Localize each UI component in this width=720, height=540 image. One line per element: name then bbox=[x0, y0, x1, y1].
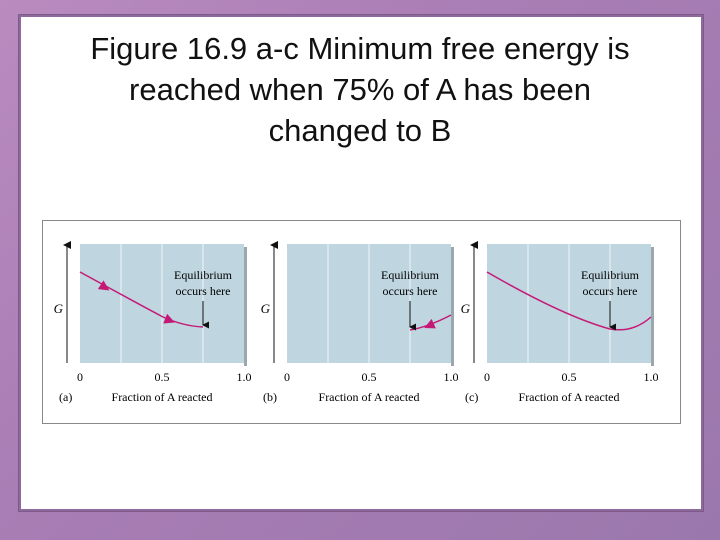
title-line-2: reached when 75% of A has been bbox=[129, 72, 591, 107]
panel-b-tick-label: 0.5 bbox=[362, 370, 377, 384]
panel-a-x-label: Fraction of A reacted bbox=[112, 390, 213, 404]
panel-c-y-label: G bbox=[461, 301, 471, 316]
panel-a: G Equilibrium occurs here 0 0.5 1.0 (a) … bbox=[54, 241, 252, 404]
panel-b-annotation-line-2: occurs here bbox=[383, 284, 438, 298]
panel-b-curve-arrow bbox=[424, 318, 436, 329]
panel-c-x-label: Fraction of A reacted bbox=[519, 390, 620, 404]
panel-a-curve-arrow bbox=[97, 280, 110, 291]
panel-b-letter: (b) bbox=[263, 390, 277, 404]
panel-c-letter: (c) bbox=[465, 390, 478, 404]
slide-title: Figure 16.9 a-c Minimum free energy is r… bbox=[0, 28, 720, 151]
panel-c-tick-label: 0.5 bbox=[562, 370, 577, 384]
panel-b: G Equilibrium occurs here 0 0.5 1.0 (b) … bbox=[261, 241, 459, 404]
panel-a-y-label: G bbox=[54, 301, 64, 316]
panel-c: G Equilibrium occurs here 0 0.5 1.0 (c) … bbox=[461, 241, 659, 404]
panel-b-y-label: G bbox=[261, 301, 271, 316]
panel-a-annotation-line-1: Equilibrium bbox=[174, 268, 233, 282]
panel-c-curve bbox=[486, 271, 652, 331]
panel-b-shadow bbox=[451, 247, 454, 366]
title-line-3: changed to B bbox=[268, 113, 452, 148]
panel-c-annotation-line-1: Equilibrium bbox=[581, 268, 640, 282]
panel-b-x-label: Fraction of A reacted bbox=[319, 390, 420, 404]
panel-b-annotation-line-1: Equilibrium bbox=[381, 268, 440, 282]
panel-a-tick-label: 0.5 bbox=[155, 370, 170, 384]
panel-c-annotation-line-2: occurs here bbox=[583, 284, 638, 298]
panel-a-letter: (a) bbox=[59, 390, 72, 404]
panel-c-tick-label: 1.0 bbox=[644, 370, 659, 384]
panel-b-tick-label: 1.0 bbox=[444, 370, 459, 384]
panel-b-tick-label: 0 bbox=[284, 370, 290, 384]
panel-c-shadow bbox=[651, 247, 654, 366]
panel-c-tick-label: 0 bbox=[484, 370, 490, 384]
figure-svg: G Equilibrium occurs here 0 0.5 1.0 (a) … bbox=[54, 241, 659, 404]
panel-a-annotation-line-2: occurs here bbox=[176, 284, 231, 298]
panel-a-curve-arrow bbox=[163, 313, 175, 324]
figure-frame: G Equilibrium occurs here 0 0.5 1.0 (a) … bbox=[42, 220, 681, 424]
panel-a-tick-label: 1.0 bbox=[237, 370, 252, 384]
panel-a-shadow bbox=[244, 247, 247, 366]
title-line-1: Figure 16.9 a-c Minimum free energy is bbox=[90, 31, 630, 66]
panel-a-tick-label: 0 bbox=[77, 370, 83, 384]
